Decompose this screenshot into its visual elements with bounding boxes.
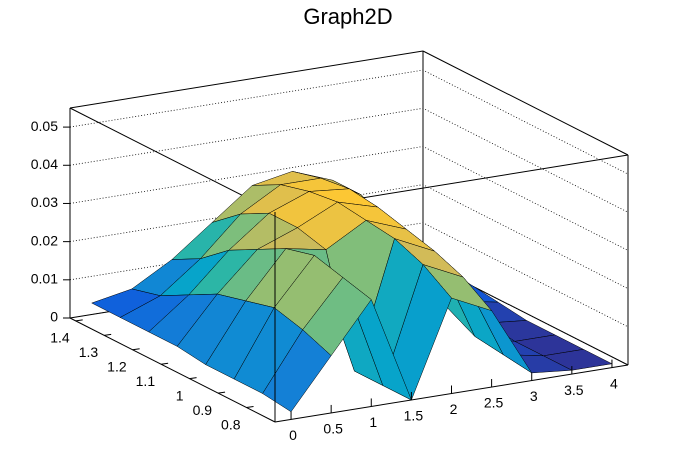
x-tick-label: 0 [289,427,297,443]
box-edge [69,107,276,213]
y-tick-label: 1 [176,387,184,403]
z-tick-label: 0.03 [31,194,58,210]
x-tick-label: 3 [530,388,538,404]
surface-cell [262,329,332,413]
grid-line [69,184,629,289]
x-tick-label: 1 [369,414,377,430]
z-tick-label: 0 [50,309,58,325]
z-tick-label: 0.04 [31,156,58,172]
y-tick-label: 0.9 [193,402,213,418]
grid-line [69,69,629,175]
y-tick-label: 1.1 [136,373,156,389]
y-tick [161,362,169,365]
grid-line [69,146,629,251]
y-tick [246,406,254,409]
y-tick-label: 1.2 [107,358,127,374]
box-edge [422,50,629,156]
y-tick [189,377,197,380]
y-tick [75,319,83,322]
y-tick-label: 1.4 [50,330,70,346]
y-tick [104,333,112,336]
x-tick-label: 2 [450,401,458,417]
x-tick-label: 2.5 [484,395,504,411]
grid-line [69,222,629,328]
x-tick-label: 1.5 [404,408,424,424]
grid-line [69,107,629,213]
z-tick-label: 0.01 [31,271,58,287]
z-tick-label: 0.02 [31,232,58,248]
x-tick-label: 0.5 [323,421,343,437]
chart-title: Graph2D [303,4,392,29]
z-tick-label: 0.05 [31,118,58,134]
y-tick-label: 1.3 [79,344,99,360]
y-tick [132,348,140,351]
y-tick [217,391,226,394]
box-edge [69,50,424,109]
y-tick-label: 0.8 [221,416,241,432]
x-tick-label: 4 [610,375,618,391]
x-tick-label: 3.5 [564,382,584,398]
